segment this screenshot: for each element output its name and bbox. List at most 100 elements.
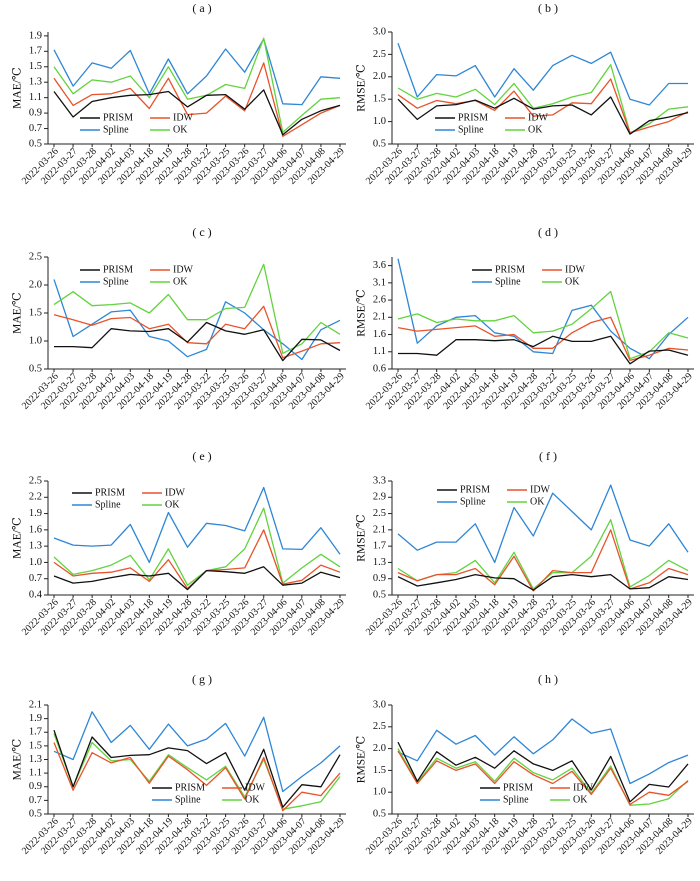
y-tick-label: 3.0 [373,26,386,37]
y-tick-label: 1.1 [29,768,42,779]
y-tick-label: 3.0 [373,699,386,710]
chart-panel-6: ( f )0.50.91.31.72.12.52.93.3RMSE/℃2022-… [356,449,695,638]
y-tick-label: 1.0 [373,116,386,127]
y-axis-title: RMSE/℃ [356,64,368,112]
series-line-prism [53,566,341,591]
y-tick-label: 0.5 [373,589,386,600]
legend-label-spline: Spline [495,276,521,287]
series-line-idw [53,305,341,359]
series-line-idw [397,78,689,134]
panel-label: ( f ) [539,449,557,463]
y-tick-label: 2.1 [373,312,386,323]
legend-label-ok: OK [530,496,545,507]
panel-label: ( a ) [192,1,211,15]
y-axis-title: MAE/℃ [12,739,24,781]
series-line-prism [54,321,341,362]
y-axis-title: MAE/℃ [12,292,24,334]
legend-label-idw: IDW [165,487,186,498]
series-line-idw [397,529,689,592]
series-line-ok [53,263,341,354]
y-tick-label: 2.0 [29,279,42,290]
y-tick-label: 2.9 [373,492,386,503]
legend-label-prism: PRISM [103,112,133,123]
series-line-prism [397,741,689,803]
panel-label: ( g ) [192,672,212,686]
y-tick-label: 1.3 [373,557,386,568]
y-tick-label: 1.0 [29,335,42,346]
y-tick-label: 3.6 [373,260,386,271]
chart-panel-5: ( e )0.40.71.01.31.61.92.22.5MAE/℃2022-0… [12,449,347,638]
legend-label-ok: OK [245,794,260,805]
series-line-idw [53,742,341,812]
legend-label-idw: IDW [565,264,586,275]
series-line-idw [53,62,341,137]
y-tick-label: 1.9 [29,713,42,724]
chart-panel-2: ( b )0.51.01.52.02.53.0RMSE/℃2022-03-262… [356,1,695,187]
y-tick-label: 1.7 [29,46,42,57]
legend: PRISM IDW Spline OK [472,264,586,287]
series-line-idw [397,750,689,806]
series-line-spline [53,711,341,793]
y-tick-label: 1.9 [29,30,42,41]
y-tick-label: 2.0 [373,71,386,82]
y-tick-label: 1.1 [373,346,386,357]
legend-label-idw: IDW [573,782,594,793]
legend-label-ok: OK [528,124,543,135]
legend: PRISM IDW Spline OK [80,264,194,287]
y-tick-label: 1.5 [29,61,42,72]
y-tick-label: 0.5 [373,808,386,819]
legend: PRISM IDW Spline OK [437,484,551,507]
y-tick-label: 1.7 [29,727,42,738]
legend-label-prism: PRISM [103,264,133,275]
y-tick-label: 1.5 [29,307,42,318]
chart-panel-7: ( g )0.50.70.91.11.31.51.71.92.1MAE/℃202… [12,672,347,857]
y-tick-label: 1.0 [29,557,42,568]
legend-label-spline: Spline [103,276,129,287]
chart-panel-4: ( d )0.61.11.62.12.63.13.6RMSE/℃2022-03-… [356,225,695,412]
y-axis-title: RMSE/℃ [356,514,368,562]
series-line-prism [53,729,341,808]
legend-label-prism: PRISM [495,264,525,275]
legend: PRISM IDW Spline OK [72,487,186,510]
legend-label-spline: Spline [103,124,129,135]
legend-label-idw: IDW [530,484,551,495]
panel-label: ( d ) [538,225,558,239]
y-tick-label: 1.6 [373,329,386,340]
series-line-ok [397,519,689,590]
y-tick-label: 0.7 [29,795,42,806]
legend-label-ok: OK [565,276,580,287]
legend-label-prism: PRISM [458,112,488,123]
series-line-spline [53,486,341,564]
series-line-spline [397,42,688,106]
series-line-prism [53,89,341,136]
legend-label-idw: IDW [173,112,194,123]
legend-label-idw: IDW [245,782,266,793]
y-tick-label: 3.3 [373,475,386,486]
y-tick-label: 2.1 [29,699,42,710]
series-line-prism [398,335,689,365]
legend-label-spline: Spline [95,499,121,510]
chart-panel-3: ( c )0.51.01.52.02.5MAE/℃2022-03-262022-… [12,225,347,412]
series-line-spline [397,718,689,785]
series-line-ok [397,748,689,806]
y-tick-label: 2.0 [373,743,386,754]
legend-label-ok: OK [573,794,588,805]
y-tick-label: 0.7 [29,123,42,134]
y-tick-label: 0.5 [373,138,386,149]
y-axis-title: MAE/℃ [12,67,24,109]
panel-label: ( e ) [192,449,211,463]
panel-label: ( c ) [192,225,211,239]
legend: PRISM IDW Spline OK [80,112,194,135]
y-tick-label: 2.5 [29,475,42,486]
legend: PRISM IDW Spline OK [480,782,594,805]
y-tick-label: 1.0 [373,787,386,798]
y-tick-label: 1.3 [29,541,42,552]
legend-label-spline: Spline [175,794,201,805]
legend-label-prism: PRISM [95,487,125,498]
legend: PRISM IDW Spline OK [152,782,266,805]
y-tick-label: 1.3 [29,77,42,88]
y-tick-label: 2.5 [29,251,42,262]
legend-label-spline: Spline [503,794,529,805]
y-tick-label: 3.1 [373,277,386,288]
